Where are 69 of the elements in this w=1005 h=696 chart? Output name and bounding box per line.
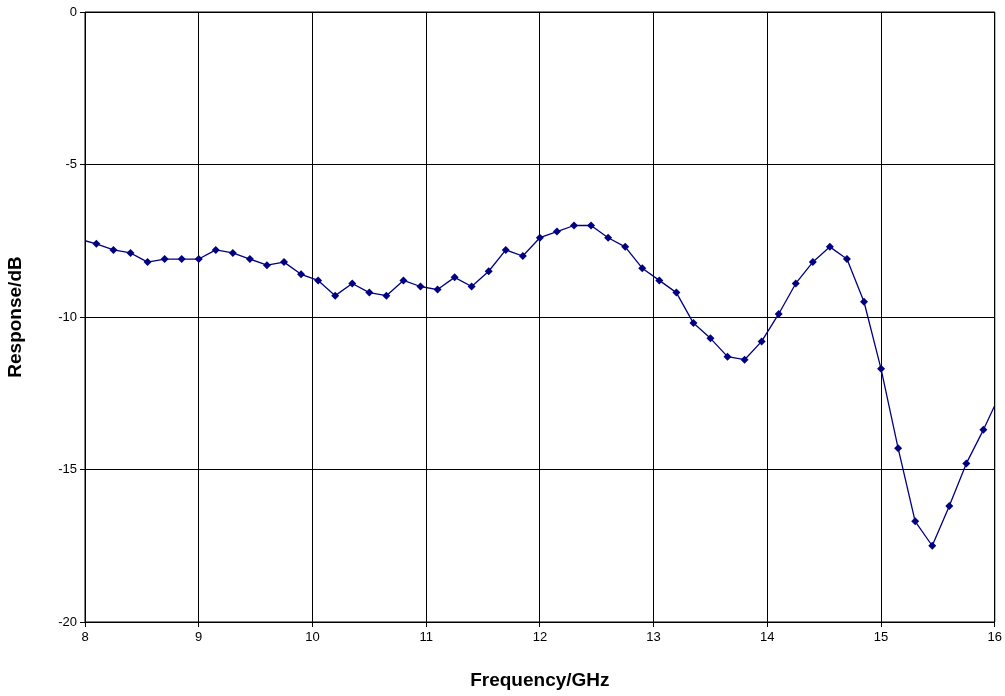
point bbox=[501, 245, 510, 254]
x-tick-label: 14 bbox=[760, 629, 775, 645]
point bbox=[314, 276, 323, 285]
point bbox=[433, 285, 442, 294]
point bbox=[928, 541, 937, 550]
x-tick-label: 12 bbox=[532, 629, 548, 645]
point bbox=[331, 291, 340, 300]
x-tick-label: 15 bbox=[873, 629, 889, 645]
x-tick-label: 11 bbox=[419, 629, 433, 645]
point bbox=[280, 258, 289, 267]
point bbox=[228, 248, 237, 257]
point bbox=[143, 258, 152, 267]
point bbox=[245, 255, 254, 264]
point bbox=[859, 297, 868, 306]
point bbox=[894, 444, 903, 453]
point bbox=[365, 288, 374, 297]
x-tick-label: 16 bbox=[987, 629, 1002, 645]
point bbox=[467, 282, 476, 291]
point bbox=[655, 276, 664, 285]
y-tick-label: -15 bbox=[58, 461, 77, 477]
point bbox=[621, 242, 630, 251]
point bbox=[808, 258, 817, 267]
point bbox=[518, 252, 527, 260]
point bbox=[194, 255, 203, 264]
x-axis-title: Frequency/GHz bbox=[470, 668, 610, 690]
y-tick-label: -5 bbox=[65, 156, 77, 172]
point bbox=[587, 221, 596, 230]
point bbox=[945, 502, 954, 511]
point bbox=[450, 273, 459, 282]
point bbox=[348, 279, 357, 288]
point bbox=[740, 355, 749, 364]
point bbox=[126, 248, 135, 257]
point bbox=[774, 309, 783, 318]
point bbox=[552, 227, 561, 236]
point bbox=[570, 221, 578, 230]
point bbox=[672, 288, 681, 297]
x-tick-label: 8 bbox=[81, 629, 89, 645]
y-axis-title: Response/dB bbox=[3, 256, 25, 378]
point bbox=[297, 270, 306, 279]
x-tick-label: 9 bbox=[195, 629, 203, 645]
point bbox=[484, 267, 493, 276]
point bbox=[842, 255, 851, 264]
x-tick-label: 10 bbox=[305, 629, 320, 645]
y-tick-label: -20 bbox=[58, 613, 77, 629]
point bbox=[638, 264, 647, 273]
point bbox=[706, 334, 715, 343]
point bbox=[911, 517, 920, 526]
point bbox=[92, 239, 101, 248]
point bbox=[825, 242, 834, 251]
point bbox=[177, 255, 186, 264]
point bbox=[757, 337, 766, 346]
point bbox=[416, 282, 425, 291]
point bbox=[211, 245, 220, 254]
point bbox=[877, 364, 886, 373]
point bbox=[262, 261, 271, 270]
point bbox=[160, 255, 169, 264]
point bbox=[723, 352, 732, 361]
x-tick-label: 13 bbox=[646, 629, 661, 645]
point bbox=[689, 319, 698, 328]
y-tick-label: -10 bbox=[58, 308, 77, 324]
point bbox=[535, 233, 544, 242]
point bbox=[109, 245, 118, 254]
y-tick-label: 0 bbox=[69, 3, 77, 19]
point bbox=[382, 291, 391, 300]
point bbox=[399, 276, 408, 285]
point bbox=[791, 279, 800, 288]
point bbox=[979, 425, 988, 434]
point bbox=[604, 233, 613, 242]
point bbox=[962, 459, 971, 468]
